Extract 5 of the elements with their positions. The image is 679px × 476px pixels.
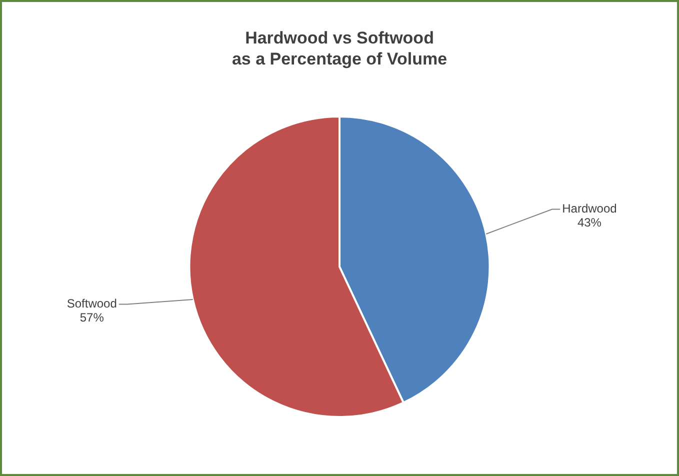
data-label: 43% [577,216,602,230]
slice-label: Hardwood [562,202,617,216]
data-label: 57% [80,310,104,325]
chart-title: Hardwood vs Softwood as a Percentage of Volume [232,28,448,69]
slice-label: Softwood [66,296,117,311]
